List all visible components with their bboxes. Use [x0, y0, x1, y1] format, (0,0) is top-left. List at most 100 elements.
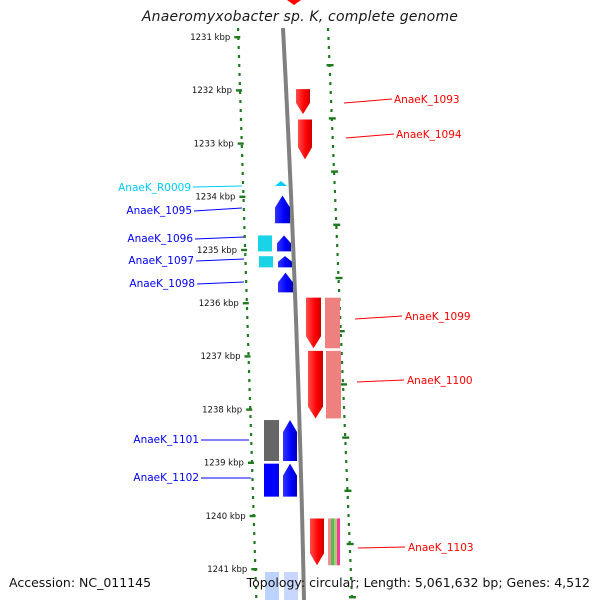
- label-layer: AnaeK_1093 AnaeK_1094 AnaeK_R0009 AnaeK_109…: [118, 94, 473, 554]
- minor-tick: [239, 91, 242, 94]
- minor-tick: [238, 73, 241, 76]
- gene-feature-AnaeK_R0009[interactable]: [275, 181, 287, 186]
- gene-label[interactable]: AnaeK_1096: [127, 233, 193, 245]
- gene-feature-AnaeK_1100[interactable]: [308, 350, 323, 419]
- major-tick: [239, 195, 246, 198]
- minor-tick: [253, 559, 257, 562]
- minor-tick: [334, 199, 337, 202]
- major-tick: [335, 276, 343, 280]
- minor-tick: [246, 316, 249, 319]
- gene-label[interactable]: AnaeK_1093: [394, 94, 460, 106]
- gene-label[interactable]: AnaeK_1103: [408, 542, 474, 554]
- minor-tick: [346, 496, 349, 499]
- minor-tick: [342, 406, 346, 409]
- minor-tick: [239, 118, 243, 121]
- gene-arrow[interactable]: [278, 256, 292, 268]
- gene-feature-AnaeK_1093[interactable]: [296, 89, 310, 115]
- gene-box-aux: [337, 518, 340, 566]
- ruler-tick-label: 1240 kbp: [206, 512, 246, 522]
- gene-label[interactable]: AnaeK_1102: [133, 472, 199, 484]
- gene-label[interactable]: AnaeK_1099: [405, 311, 471, 323]
- minor-tick: [327, 37, 330, 40]
- minor-tick: [343, 424, 346, 427]
- minor-tick: [249, 424, 252, 427]
- gene-arrow[interactable]: [298, 119, 312, 160]
- gene-arrow[interactable]: [306, 297, 321, 349]
- minor-tick: [250, 460, 254, 463]
- minor-tick: [346, 487, 349, 490]
- gene-feature-AnaeK_1095[interactable]: [275, 195, 290, 224]
- minor-tick: [253, 550, 256, 553]
- gene-feature-AnaeK_1099[interactable]: [306, 297, 321, 349]
- gene-feature-AnaeK_1098[interactable]: [278, 272, 293, 293]
- minor-tick: [247, 370, 251, 373]
- minor-tick: [349, 568, 352, 571]
- ruler-tick-label: 1234 kbp: [195, 193, 235, 203]
- minor-tick: [240, 127, 243, 130]
- minor-tick: [349, 559, 352, 562]
- gene-feature-AnaeK_1103[interactable]: [310, 518, 324, 566]
- minor-tick: [254, 586, 258, 589]
- minor-tick: [253, 541, 256, 544]
- minor-tick: [245, 298, 248, 301]
- minor-tick: [250, 451, 253, 454]
- gene-arrow[interactable]: [308, 350, 323, 419]
- minor-tick: [255, 595, 258, 598]
- major-tick: [326, 64, 334, 67]
- minor-tick: [242, 199, 245, 202]
- ruler-tick-label: 1238 kbp: [202, 405, 242, 415]
- ruler-tick-label: 1231 kbp: [190, 33, 230, 43]
- gene-box-aux: [334, 518, 337, 566]
- minor-tick: [330, 100, 333, 103]
- minor-tick: [331, 145, 335, 148]
- minor-tick: [249, 415, 252, 418]
- gene-label[interactable]: AnaeK_1095: [126, 205, 192, 217]
- minor-tick: [345, 469, 348, 472]
- gene-feature-AnaeK_1096[interactable]: [277, 235, 291, 252]
- gene-arrow[interactable]: [296, 89, 310, 115]
- minor-tick: [344, 451, 347, 454]
- gene-label-leader: [194, 236, 245, 240]
- gene-arrow[interactable]: [310, 518, 324, 566]
- minor-tick: [238, 64, 241, 67]
- gene-arrow[interactable]: [283, 463, 297, 497]
- minor-tick: [341, 370, 344, 373]
- minor-tick: [246, 325, 249, 328]
- minor-tick: [245, 289, 248, 292]
- minor-tick: [331, 136, 334, 139]
- minor-tick: [336, 262, 340, 265]
- ruler-tick-label: 1239 kbp: [204, 459, 244, 469]
- gene-feature-AnaeK_1097[interactable]: [278, 256, 292, 268]
- gene-arrow[interactable]: [277, 235, 291, 252]
- gene-feature-AnaeK_1102[interactable]: [283, 463, 297, 497]
- minor-tick: [327, 28, 330, 31]
- gene-label[interactable]: AnaeK_1101: [133, 434, 199, 446]
- minor-tick: [345, 460, 348, 463]
- ruler-tick-label: 1241 kbp: [207, 565, 247, 575]
- gene-label-leader: [343, 98, 393, 104]
- gene-arrow[interactable]: [278, 272, 293, 293]
- minor-tick: [350, 577, 353, 580]
- gene-feature-AnaeK_1094[interactable]: [298, 119, 312, 160]
- gene-label[interactable]: AnaeK_1098: [129, 278, 195, 290]
- gene-arrow[interactable]: [283, 420, 297, 462]
- gene-label[interactable]: AnaeK_1100: [407, 375, 473, 387]
- gene-label[interactable]: AnaeK_1097: [128, 255, 194, 267]
- gene-arrow[interactable]: [275, 195, 290, 224]
- gene-arrow[interactable]: [275, 181, 287, 186]
- ruler-tick-label: 1233 kbp: [194, 139, 234, 149]
- minor-tick: [250, 442, 253, 445]
- minor-tick: [248, 397, 252, 400]
- minor-tick: [339, 316, 342, 319]
- minor-tick: [248, 388, 251, 391]
- gene-box-aux: [259, 256, 273, 268]
- gene-feature-AnaeK_1101[interactable]: [283, 420, 297, 462]
- major-tick: [237, 142, 244, 145]
- minor-tick: [334, 208, 337, 211]
- minor-tick: [241, 163, 244, 166]
- minor-tick: [251, 469, 254, 472]
- gene-label[interactable]: AnaeK_1094: [396, 129, 462, 141]
- minor-tick: [348, 532, 351, 535]
- gene-label[interactable]: AnaeK_R0009: [118, 182, 191, 194]
- major-tick: [344, 489, 352, 492]
